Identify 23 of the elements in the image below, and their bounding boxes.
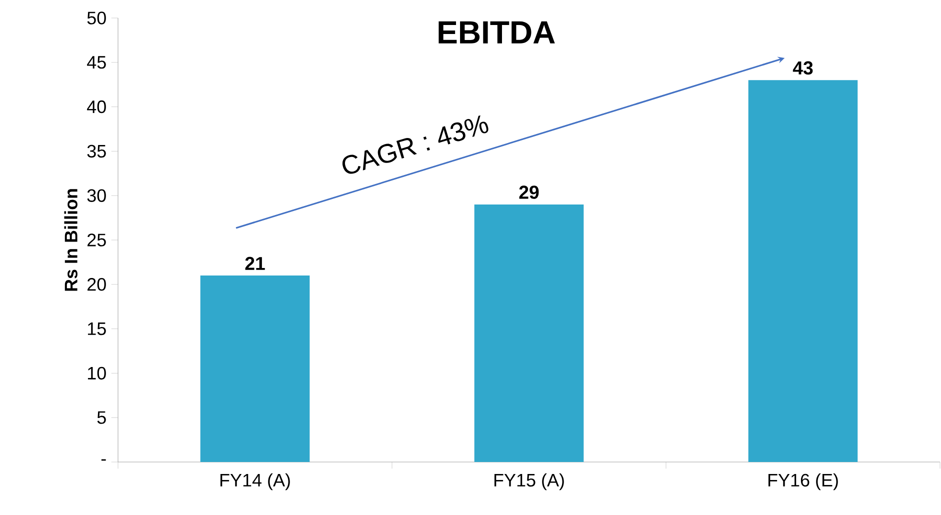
- y-tick-label: 25: [88, 234, 106, 246]
- chart-title: EBITDA: [438, 21, 555, 44]
- y-tick-label: 30: [87, 189, 106, 202]
- x-tick-label: FY15 (A): [494, 473, 564, 490]
- y-tick-label: 45: [87, 56, 106, 69]
- annotation: CAGR : 43%: [342, 115, 488, 174]
- y-tick-label: 35: [87, 144, 106, 158]
- data-label: 21: [245, 256, 265, 270]
- y-tick-label: 15: [88, 322, 106, 336]
- data-label: 43: [792, 61, 813, 75]
- data-label: 29: [519, 186, 539, 199]
- bar: [200, 276, 310, 462]
- y-tick-label: 40: [87, 100, 106, 114]
- y-tick-label: -: [101, 459, 106, 461]
- y-tick-label: 20: [88, 278, 106, 291]
- bar: [474, 204, 584, 462]
- y-axis-title: Rs In Billion: [64, 189, 78, 291]
- bar: [748, 80, 858, 462]
- y-tick-label: 5: [97, 411, 106, 424]
- x-tick-label: FY16 (E): [768, 473, 838, 490]
- y-tick-label: 10: [88, 366, 106, 380]
- y-tick-label: 50: [87, 12, 106, 24]
- x-tick-label: FY14 (A): [220, 473, 290, 490]
